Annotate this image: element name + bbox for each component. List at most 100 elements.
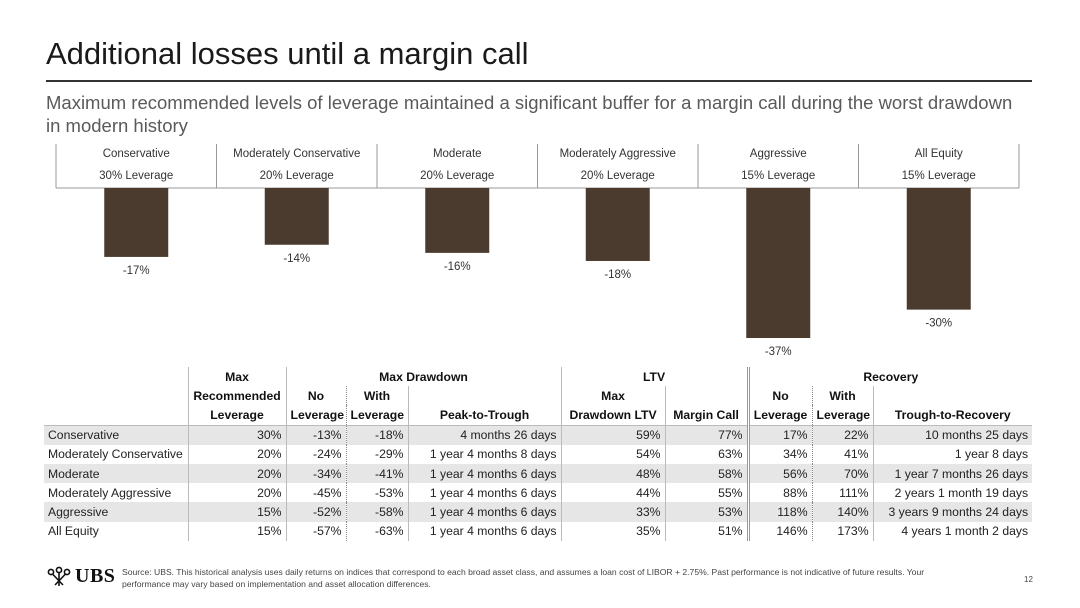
header-ltv: LTV [561, 367, 750, 387]
table-cell: 77% [665, 425, 750, 445]
category-label: Aggressive [750, 148, 807, 160]
table-cell: 4 years 1 month 2 days [901, 524, 1029, 539]
header-trough-to-recovery: Trough-to-Recovery [873, 405, 1033, 426]
table-cell: 51% [665, 521, 750, 541]
header-rec-no: No [748, 386, 813, 406]
table-cell: -63% [346, 521, 409, 541]
header-dd-no-leverage: Leverage [286, 405, 347, 426]
table-cell: 17% [748, 425, 813, 445]
data-label: -30% [925, 318, 952, 330]
table-cell: -13% [286, 425, 347, 445]
table-cell: 58% [665, 463, 750, 484]
header-peak-to-trough: Peak-to-Trough [408, 405, 562, 426]
category-sublabel: 30% Leverage [99, 170, 173, 182]
table-cell: 48% [561, 463, 666, 484]
category-label: Conservative [103, 148, 170, 160]
table-cell: 59% [561, 425, 666, 445]
table-cell: 1 year 4 months 6 days [408, 502, 562, 522]
row-label: Aggressive [44, 502, 189, 522]
bar [425, 188, 490, 253]
header-margin-call: Margin Call [665, 405, 750, 426]
table-cell: 3 years 9 months 24 days [873, 502, 1033, 522]
bar [104, 188, 169, 257]
data-label: -16% [444, 261, 471, 273]
table-cell: 53% [665, 502, 750, 522]
table-row: Moderately Aggressive 20% -45% -53% 1 year 4… [44, 483, 1032, 503]
table-row: Moderately Conservative 20% -24% -29% 1 year… [44, 444, 1032, 464]
table-cell: -57% [286, 521, 347, 541]
table-cell: 88% [748, 483, 813, 503]
header-dd-with: With [346, 386, 409, 406]
leverage-table: Max Max Drawdown LTV Recovery Recommende… [44, 367, 1033, 541]
bar [746, 188, 811, 338]
table-cell: -29% [346, 444, 409, 464]
table-cell: -58% [346, 502, 409, 522]
table-cell: 15% [188, 521, 287, 541]
bar [585, 188, 650, 261]
ubs-logo: UBS [46, 565, 115, 588]
table-cell: 20% [188, 463, 287, 484]
table-row: All Equity 15% -57% -63% 1 year 4 months 6 d… [44, 521, 1032, 541]
header-dd-with-leverage: Leverage [346, 405, 409, 426]
category-label: Moderately Aggressive [560, 148, 676, 160]
data-label: -14% [283, 253, 310, 265]
table-row: Moderate 20% -34% -41% 1 year 4 months 6 day… [44, 463, 1033, 484]
table-cell: 140% [812, 502, 874, 522]
ubs-keys-icon [47, 566, 71, 586]
category-sublabel: 20% Leverage [420, 170, 494, 182]
row-label: All Equity [44, 521, 189, 541]
data-label: -37% [765, 346, 792, 358]
header-max-drawdown-ltv: Drawdown LTV [561, 405, 666, 426]
table-row: Conservative 30% -13% -18% 4 months 26 days 5… [44, 425, 1033, 445]
table-cell: 1 year 4 months 6 days [408, 483, 562, 503]
table-cell: 1 year 4 months 6 days [408, 521, 562, 541]
header-recovery: Recovery [863, 369, 919, 384]
table-cell: 20% [188, 444, 287, 464]
row-label: Conservative [44, 425, 189, 445]
table-cell: 146% [748, 521, 813, 541]
source-note: Source: UBS. This historical analysis us… [122, 567, 925, 589]
data-label: -17% [123, 265, 150, 277]
table-cell: 35% [561, 521, 666, 541]
header-rec-with-leverage: Leverage [812, 405, 874, 426]
table-cell: 44% [561, 483, 666, 503]
row-label: Moderately Conservative [44, 444, 189, 464]
header-rec-no-leverage: Leverage [748, 405, 813, 426]
table-cell: 34% [748, 444, 813, 464]
table-cell: 70% [812, 463, 874, 484]
category-label: Moderately Conservative [233, 148, 360, 160]
table-cell: -18% [346, 425, 409, 445]
table-cell: 1 year 4 months 6 days [408, 463, 562, 484]
table-cell: 54% [561, 444, 666, 464]
category-sublabel: 15% Leverage [741, 170, 815, 182]
table-cell: 20% [188, 483, 287, 503]
header-rec-with: With [812, 386, 874, 406]
page-title: Additional losses until a margin call [46, 36, 529, 71]
bar [264, 188, 329, 245]
table-cell: 55% [665, 483, 750, 503]
category-label: Moderate [433, 148, 482, 160]
logo-text: UBS [75, 565, 116, 587]
table-cell: 173% [812, 521, 874, 541]
table-cell: 111% [812, 483, 874, 503]
table-cell: -24% [286, 444, 347, 464]
header-max-drawdown: Max Drawdown [286, 367, 562, 387]
table-cell: 41% [812, 444, 874, 464]
table-cell: -53% [346, 483, 409, 503]
category-label: All Equity [915, 148, 963, 160]
table-cell: 10 months 25 days [873, 425, 1033, 445]
table-cell: 2 years 1 month 19 days [894, 485, 1029, 500]
table-cell: -45% [286, 483, 347, 503]
table-cell: 1 year 4 months 8 days [408, 444, 562, 464]
table-cell: 56% [748, 463, 813, 484]
category-sublabel: 15% Leverage [902, 170, 976, 182]
data-label: -18% [604, 269, 631, 281]
table-cell: 118% [748, 502, 813, 522]
category-sublabel: 20% Leverage [260, 170, 334, 182]
row-label: Moderate [44, 463, 189, 484]
header-recommended: Recommended [188, 386, 287, 406]
header-dd-no: No [286, 386, 347, 406]
table-cell: -41% [346, 463, 409, 484]
table-cell: -34% [286, 463, 347, 484]
